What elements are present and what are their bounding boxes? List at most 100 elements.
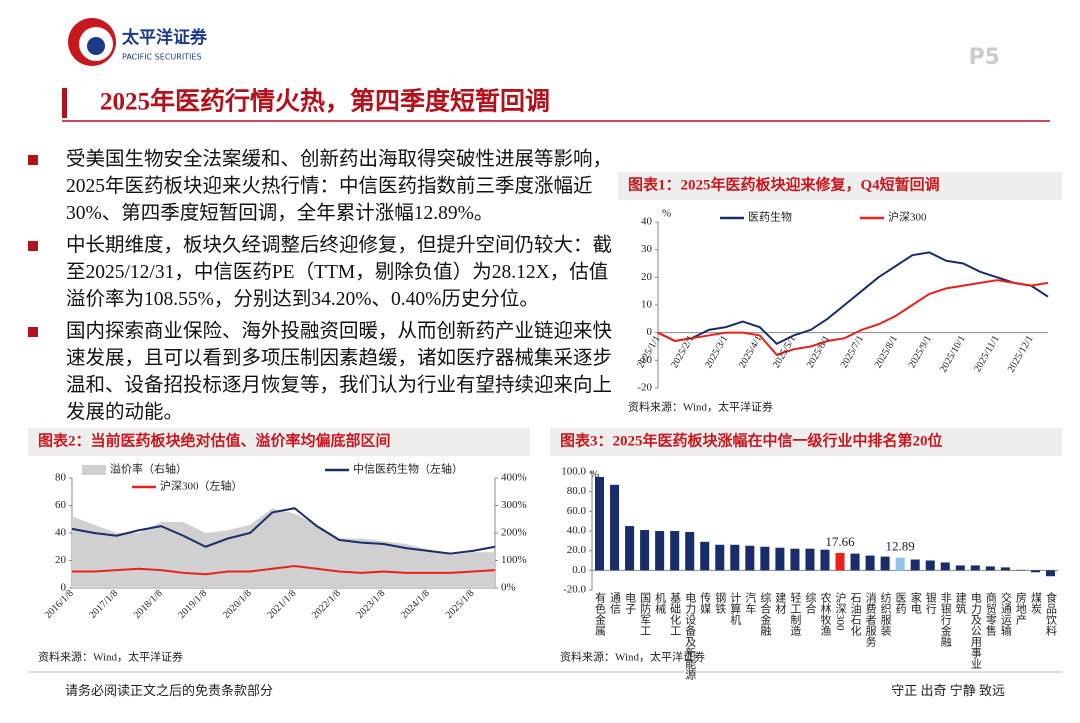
- x-tick-label: 2025/3/1: [703, 334, 730, 370]
- x-tick-label: 建材: [774, 591, 787, 614]
- tick-label: 40: [55, 527, 67, 539]
- tick-label: 0: [61, 582, 67, 594]
- x-tick-label: 房地产: [1014, 592, 1027, 626]
- page-number: P5: [969, 45, 1000, 70]
- x-tick-label: 综合: [804, 591, 817, 614]
- area: [72, 508, 495, 588]
- bar: [880, 556, 890, 571]
- x-tick-label: 沪深300: [834, 591, 847, 631]
- logo-dot: [87, 37, 105, 55]
- x-tick-label: 食品饮料: [1044, 591, 1057, 637]
- x-tick-label: 2024/1/8: [399, 588, 432, 621]
- bar: [640, 530, 650, 571]
- bullet-list: 受美国生物安全法案缓和、创新药出海取得突破性进展等影响，2025年医药板块迎来火…: [28, 146, 618, 431]
- bar: [625, 526, 635, 571]
- x-tick-label: 2018/1/8: [132, 588, 165, 621]
- x-tick-label: 2023/1/8: [355, 588, 388, 621]
- legend-label: 医药生物: [748, 210, 792, 224]
- tick-label: 80.0: [567, 485, 587, 497]
- title-accent: [62, 88, 67, 118]
- bullet: 受美国生物安全法案缓和、创新药出海取得突破性进展等影响，2025年医药板块迎来火…: [28, 146, 614, 227]
- tick-label: 20: [641, 271, 653, 283]
- bar: [760, 546, 770, 571]
- x-tick-label: 2025/11/1: [972, 334, 1002, 374]
- bar: [895, 557, 905, 571]
- bar: [655, 531, 665, 571]
- x-tick-label: 纺织服装: [879, 591, 892, 637]
- tick-label: -20: [637, 382, 652, 394]
- bar: [745, 545, 755, 571]
- x-tick-label: 2025/6/1: [805, 334, 832, 370]
- line: [71, 507, 496, 555]
- x-tick-label: 农林牧渔: [819, 591, 832, 637]
- chart-header: [28, 428, 530, 456]
- bar: [940, 562, 950, 571]
- tick-label: 100.0: [561, 466, 586, 478]
- bar: [1045, 570, 1055, 577]
- x-tick-label: 综合金融: [759, 591, 772, 637]
- logo-cn: 太平洋证券: [122, 27, 208, 48]
- bar: [670, 531, 680, 571]
- data-label: 17.66: [825, 534, 855, 549]
- tick-label: 300%: [501, 499, 527, 511]
- x-tick-label: 机械: [654, 591, 667, 615]
- line: [72, 564, 496, 576]
- x-tick-label: 2025/12/1: [1006, 334, 1036, 375]
- x-tick-label: 2022/1/8: [310, 588, 343, 621]
- bar: [865, 555, 875, 571]
- bar: [970, 565, 980, 571]
- tick-label: 0: [647, 326, 653, 338]
- bar: [925, 560, 935, 571]
- bar: [610, 484, 620, 571]
- x-tick-label: 非银行金融: [939, 592, 952, 648]
- legend-swatch: [82, 465, 106, 475]
- bar: [820, 549, 830, 571]
- bar: [715, 544, 725, 571]
- source: 资料来源：Wind，太平洋证券: [38, 650, 183, 664]
- chart-title: 图表3：2025年医药板块涨幅在中信一级行业中排名第20位: [560, 431, 943, 449]
- line: [657, 251, 1049, 345]
- x-tick-label: 2025/8/1: [873, 334, 900, 370]
- x-tick-label: 汽车: [744, 591, 757, 615]
- tick-label: 10: [641, 299, 653, 311]
- bar: [775, 547, 785, 571]
- x-tick-label: 有色金属: [594, 591, 607, 637]
- tick-label: 60.0: [567, 505, 587, 517]
- source: 资料来源：Wind，太平洋证券: [560, 650, 705, 664]
- bar: [955, 565, 965, 571]
- x-tick-label: 2025/10/1: [938, 334, 968, 375]
- bar: [910, 559, 920, 571]
- bullet: 国内探索商业保险、海外投融资回暖，从而创新药产业链迎来快速发展，且可以看到多项压…: [28, 318, 614, 426]
- tick-label: 40: [641, 216, 653, 228]
- chart-title: 图表2：当前医药板块绝对估值、溢价率均偏底部区间: [38, 431, 391, 449]
- x-tick-label: 电子: [624, 592, 637, 614]
- source: 资料来源：Wind，太平洋证券: [628, 400, 773, 414]
- y-unit: %: [662, 208, 671, 220]
- bar: [1000, 567, 1010, 571]
- x-tick-label: 家电: [909, 591, 922, 614]
- x-tick-label: 2025/1/8: [444, 588, 477, 621]
- bar: [595, 476, 605, 571]
- tick-label: 20: [55, 554, 67, 566]
- y-unit: %: [590, 469, 599, 481]
- bullet: 中长期维度，板块久经调整后终迎修复，但提升空间仍较大：截至2025/12/31，…: [28, 232, 614, 313]
- data-label: 12.89: [886, 539, 915, 554]
- x-tick-label: 石油石化: [849, 592, 862, 637]
- x-tick-label: 建筑: [954, 591, 967, 614]
- bar: [730, 544, 740, 571]
- tick-label: 80: [55, 472, 67, 484]
- bar: [805, 548, 815, 571]
- x-tick-label: 2017/1/8: [87, 588, 120, 621]
- x-tick-label: 2020/1/8: [221, 588, 254, 621]
- x-tick-label: 交通运输: [999, 591, 1012, 637]
- x-tick-label: 2025/9/1: [907, 334, 934, 370]
- bar: [835, 552, 845, 571]
- x-tick-label: 基础化工: [669, 592, 682, 636]
- legend-label: 中信医药生物（左轴）: [353, 462, 463, 476]
- bar: [790, 548, 800, 571]
- bar: [700, 541, 710, 571]
- tick-label: 200%: [501, 527, 527, 539]
- legend-label: 沪深300（左轴）: [160, 479, 243, 493]
- x-tick-label: 2016/1/8: [43, 588, 76, 621]
